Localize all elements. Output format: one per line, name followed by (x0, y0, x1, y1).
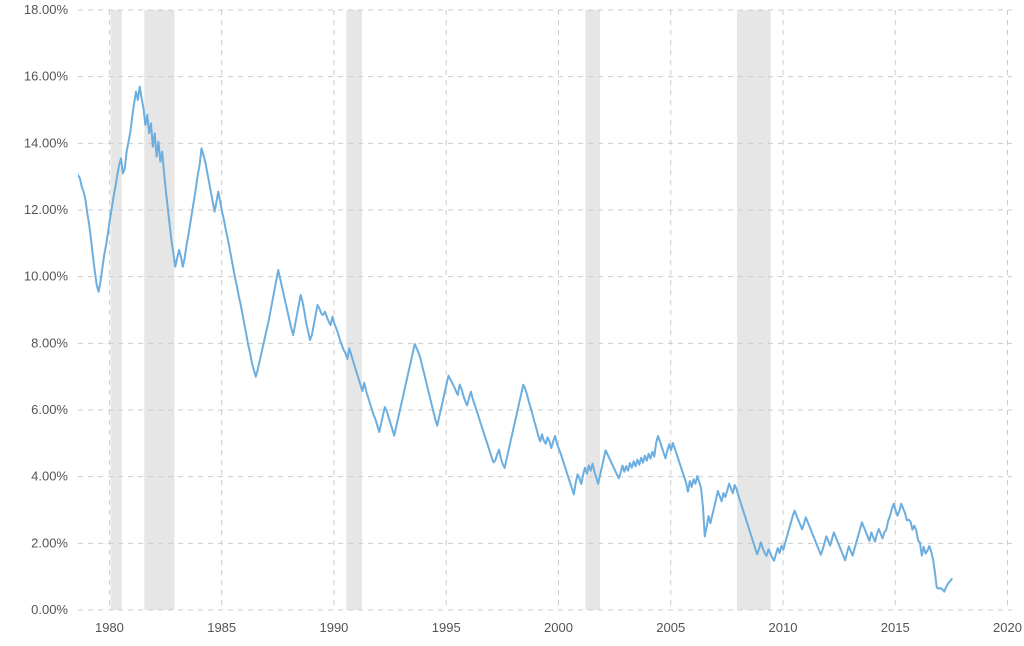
x-tick-label: 1995 (432, 620, 461, 635)
y-tick-label: 12.00% (24, 202, 69, 217)
y-tick-label: 8.00% (31, 335, 68, 350)
recession-band (144, 10, 174, 610)
recession-band (346, 10, 362, 610)
x-tick-label: 1990 (319, 620, 348, 635)
y-tick-label: 6.00% (31, 402, 68, 417)
y-tick-label: 18.00% (24, 2, 69, 17)
line-chart: 0.00% 2.00% 4.00% 6.00% 8.00% 10.00% 12.00% 14.… (0, 0, 1024, 646)
recession-band (737, 10, 771, 610)
x-tick-label: 2015 (881, 620, 910, 635)
x-tick-label: 2005 (656, 620, 685, 635)
x-tick-label: 1980 (95, 620, 124, 635)
y-tick-label: 4.00% (31, 469, 68, 484)
chart-svg: 0.00% 2.00% 4.00% 6.00% 8.00% 10.00% 12.00% 14.… (0, 0, 1024, 646)
recession-band (585, 10, 600, 610)
y-tick-label: 2.00% (31, 535, 68, 550)
y-tick-label: 16.00% (24, 69, 69, 84)
y-tick-label: 0.00% (31, 602, 68, 617)
x-tick-label: 2000 (544, 620, 573, 635)
x-tick-label: 2010 (769, 620, 798, 635)
y-tick-label: 10.00% (24, 269, 69, 284)
x-tick-label: 2020 (993, 620, 1022, 635)
y-tick-label: 14.00% (24, 135, 69, 150)
x-tick-label: 1985 (207, 620, 236, 635)
recession-band (111, 10, 122, 610)
